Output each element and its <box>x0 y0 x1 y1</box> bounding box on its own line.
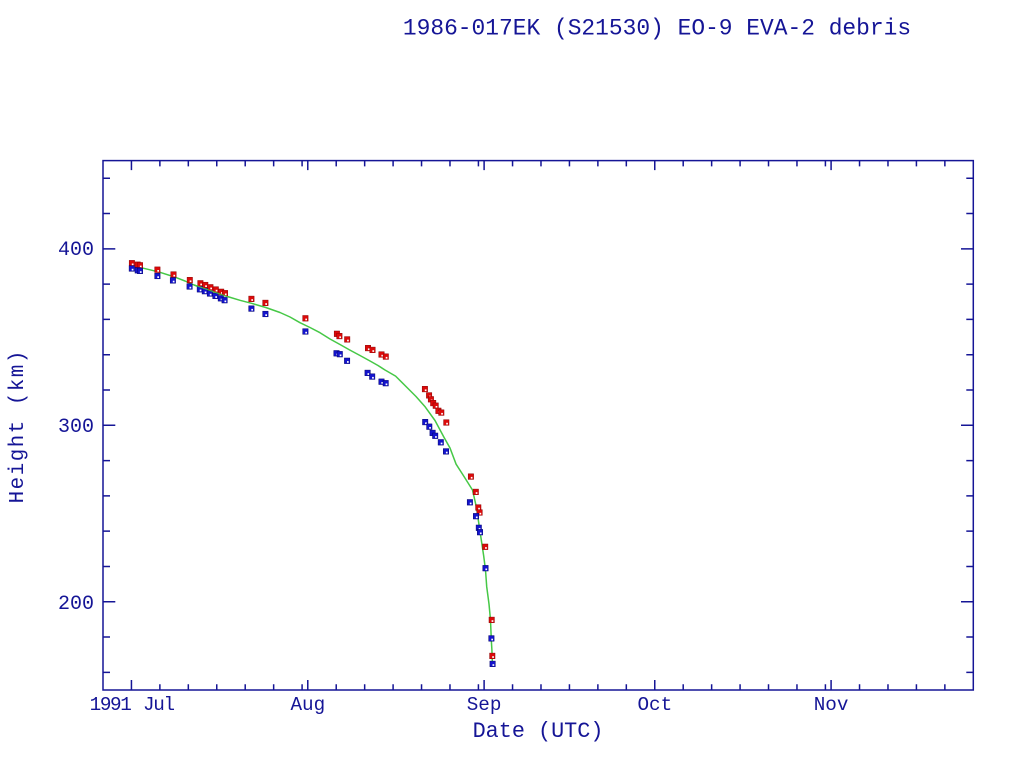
svg-text:1991: 1991 <box>90 694 132 716</box>
svg-text:Height (km): Height (km) <box>7 349 30 503</box>
svg-text:Sep: Sep <box>467 694 502 716</box>
svg-text:Jul: Jul <box>143 694 174 716</box>
svg-text:Nov: Nov <box>814 694 849 716</box>
svg-text:Aug: Aug <box>290 694 325 716</box>
svg-text:300: 300 <box>58 416 94 439</box>
svg-text:200: 200 <box>58 593 94 616</box>
svg-text:Oct: Oct <box>637 694 672 716</box>
svg-text:1986-017EK (S21530) EO-9 EVA-2: 1986-017EK (S21530) EO-9 EVA-2 debris <box>403 16 911 42</box>
svg-text:Date (UTC): Date (UTC) <box>473 719 604 744</box>
svg-text:400: 400 <box>58 239 94 262</box>
